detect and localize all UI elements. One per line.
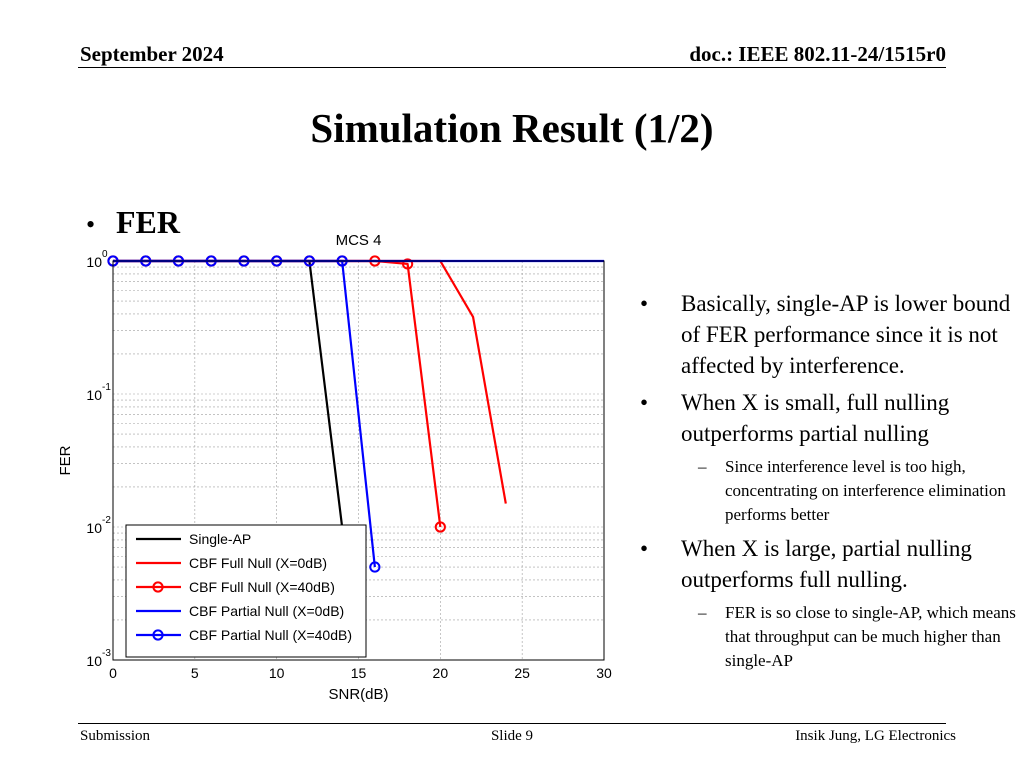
x-tick-label: 25	[514, 665, 530, 681]
chart-series	[107, 255, 604, 573]
y-tick-label: 10	[86, 653, 102, 669]
series-point-2	[434, 521, 446, 533]
series-point-4	[369, 561, 381, 573]
chart-title: MCS 4	[336, 232, 382, 249]
slide-title: Simulation Result (1/2)	[310, 105, 714, 151]
note-marker: –	[698, 457, 707, 476]
y-tick-exponent: 0	[102, 249, 108, 260]
header-divider	[78, 67, 946, 68]
note-text: Basically, single-AP is lower bound of F…	[681, 291, 1011, 378]
series-line-1	[113, 259, 507, 504]
note-marker: •	[640, 536, 649, 561]
x-tick-label: 30	[596, 665, 612, 681]
footer-author: Insik Jung, LG Electronics	[795, 728, 956, 744]
legend-label: Single-AP	[189, 531, 251, 547]
legend-label: CBF Full Null (X=40dB)	[189, 579, 335, 595]
series-point-2	[402, 258, 414, 270]
legend-label: CBF Full Null (X=0dB)	[189, 555, 327, 571]
note-marker: –	[698, 603, 707, 622]
x-tick-label: 20	[433, 665, 449, 681]
notes-list: • Basically, single-AP is lower bound of …	[640, 288, 1020, 679]
note-marker: •	[640, 291, 649, 316]
note-text: When X is small, full nulling outperform…	[681, 390, 950, 446]
note-subitem: – Since interference level is too high, c…	[640, 455, 1020, 527]
header-date: September 2024	[80, 42, 224, 66]
legend-marker	[152, 629, 164, 641]
note-subitem: – FER is so close to single-AP, which mea…	[640, 601, 1020, 673]
y-tick-label: 10	[86, 254, 102, 270]
y-tick-exponent: -1	[102, 382, 111, 393]
legend-label: CBF Partial Null (X=40dB)	[189, 627, 352, 643]
series-line-0	[113, 259, 344, 528]
series-line-4	[113, 259, 376, 568]
note-text: When X is large, partial nulling outperf…	[681, 536, 972, 592]
footer-divider	[78, 723, 946, 724]
x-axis-label: SNR(dB)	[328, 686, 388, 703]
note-item: • Basically, single-AP is lower bound of …	[640, 288, 1020, 381]
y-axis-label: FER	[57, 445, 74, 475]
x-tick-label: 15	[351, 665, 367, 681]
chart-legend: Single-AP CBF Full Null (X=0dB) CBF Full N…	[125, 524, 367, 658]
bullet-marker: •	[86, 210, 96, 239]
x-tick-label: 10	[269, 665, 285, 681]
y-tick-exponent: -2	[102, 515, 111, 526]
y-tick-label: 10	[86, 387, 102, 403]
y-tick-exponent: -3	[102, 648, 111, 659]
plot-frame	[112, 260, 605, 661]
note-item: • When X is large, partial nulling outper…	[640, 533, 1020, 595]
fer-label: FER	[116, 204, 180, 240]
footer-submission: Submission	[80, 728, 151, 744]
y-tick-label: 10	[86, 520, 102, 536]
x-tick-label: 5	[191, 665, 199, 681]
x-tick-label: 0	[109, 665, 117, 681]
legend-label: CBF Partial Null (X=0dB)	[189, 603, 344, 619]
legend-marker	[152, 581, 164, 593]
footer-slide-number: Slide 9	[490, 728, 534, 744]
note-text: Since interference level is too high, co…	[725, 457, 1006, 524]
header-doc-id: doc.: IEEE 802.11-24/1515r0	[689, 42, 946, 66]
note-text: FER is so close to single-AP, which mean…	[725, 603, 1016, 670]
note-item: • When X is small, full nulling outperfor…	[640, 387, 1020, 449]
note-marker: •	[640, 390, 649, 415]
fer-bullet: • FER	[86, 204, 180, 241]
